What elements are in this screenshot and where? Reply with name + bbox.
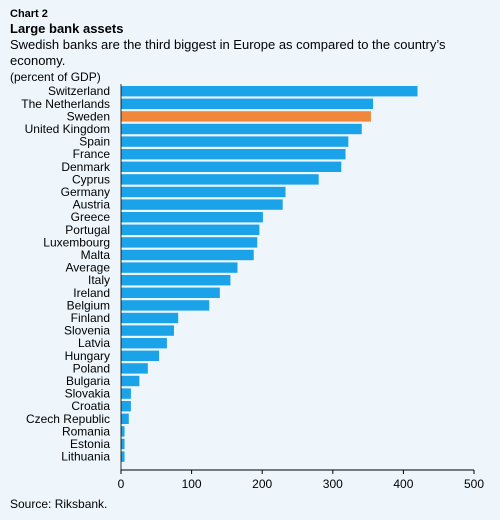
category-label-greece: Greece (71, 210, 111, 224)
category-label-hungary: Hungary (65, 349, 110, 363)
bar-the-netherlands (121, 98, 374, 109)
bar-cyprus (121, 174, 319, 185)
bar-finland (121, 312, 179, 324)
x-tick-label-200: 200 (252, 477, 272, 491)
bar-poland (121, 363, 148, 374)
bar-slovakia (121, 388, 131, 399)
bar-hungary (121, 350, 160, 361)
category-label-latvia: Latvia (78, 336, 110, 350)
x-tick-label-300: 300 (323, 477, 343, 491)
source-note: Source: Riksbank. (10, 497, 108, 511)
x-tick-label-400: 400 (393, 477, 413, 491)
chart-header: Chart 2 Large bank assets Swedish banks … (10, 8, 490, 69)
category-label-portugal: Portugal (65, 223, 110, 237)
x-tick-label-500: 500 (464, 477, 484, 491)
bar-switzerland (121, 86, 418, 97)
category-label-france: France (73, 147, 111, 161)
category-label-romania: Romania (62, 424, 110, 438)
category-label-average: Average (66, 261, 111, 275)
category-label-slovakia: Slovakia (65, 387, 111, 401)
category-label-spain: Spain (79, 135, 110, 149)
category-label-ireland: Ireland (73, 286, 110, 300)
bar-croatia (121, 401, 131, 412)
bar-sweden (121, 111, 371, 122)
category-label-germany: Germany (61, 185, 110, 199)
bar-denmark (121, 161, 342, 172)
bar-slovenia (121, 325, 174, 336)
category-label-belgium: Belgium (67, 298, 110, 312)
category-label-estonia: Estonia (70, 437, 110, 451)
category-label-austria: Austria (73, 198, 111, 212)
category-label-cyprus: Cyprus (72, 172, 110, 186)
category-label-czech-republic: Czech Republic (26, 412, 110, 426)
category-label-italy: Italy (88, 273, 110, 287)
category-label-sweden: Sweden (67, 109, 110, 123)
x-tick-label-0: 0 (118, 477, 125, 491)
bar-malta (121, 249, 254, 261)
category-label-slovenia: Slovenia (64, 324, 110, 338)
bar-spain (121, 136, 349, 147)
bar-lithuania (121, 451, 125, 462)
bar-greece (121, 212, 263, 223)
bar-estonia (121, 438, 125, 450)
category-label-finland: Finland (71, 311, 110, 325)
bar-austria (121, 199, 283, 210)
bar-bulgaria (121, 375, 140, 387)
category-label-malta: Malta (81, 248, 111, 262)
bar-belgium (121, 300, 210, 311)
chart-subtitle: Swedish banks are the third biggest in E… (10, 37, 446, 68)
bar-portugal (121, 224, 260, 235)
category-label-the-netherlands: The Netherlands (21, 97, 110, 111)
chart-title: Large bank assets (10, 21, 124, 36)
bar-luxembourg (121, 237, 258, 248)
bar-germany (121, 186, 286, 198)
bar-ireland (121, 287, 220, 298)
bar-italy (121, 275, 231, 286)
category-label-switzerland: Switzerland (48, 84, 110, 98)
unit-label: (percent of GDP) (10, 70, 101, 84)
category-label-denmark: Denmark (61, 160, 111, 174)
chart-number: Chart 2 (10, 8, 48, 20)
category-label-united-kingdom: United Kingdom (25, 122, 110, 136)
bar-romania (121, 426, 125, 437)
category-label-bulgaria: Bulgaria (66, 374, 110, 388)
x-tick-label-100: 100 (182, 477, 202, 491)
bar-france (121, 149, 346, 160)
bar-czech-republic (121, 413, 129, 424)
category-label-poland: Poland (73, 361, 110, 375)
category-label-luxembourg: Luxembourg (43, 235, 110, 249)
category-label-lithuania: Lithuania (61, 450, 110, 464)
category-label-croatia: Croatia (71, 399, 110, 413)
bar-latvia (121, 338, 167, 349)
bar-united-kingdom (121, 123, 362, 135)
bar-average (121, 262, 238, 273)
